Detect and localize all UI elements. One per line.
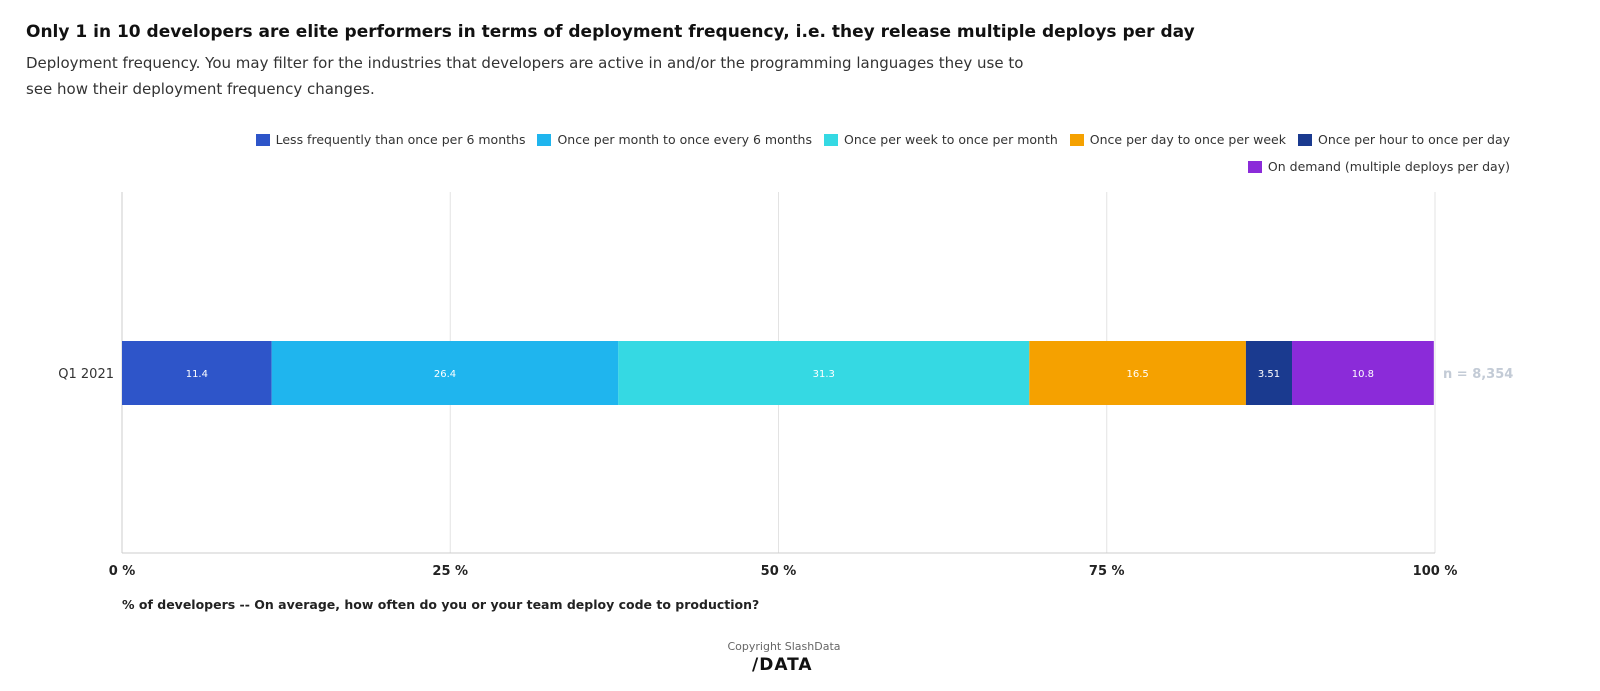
bar-segment (122, 341, 272, 405)
slashdata-logo: /DATA (752, 655, 813, 675)
x-axis-label: % of developers -- On average, how often… (122, 597, 760, 612)
x-tick-label: 25 % (432, 564, 468, 579)
legend-item[interactable]: Less frequently than once per 6 months (255, 132, 526, 147)
legend-item[interactable]: Once per hour to once per day (1298, 132, 1510, 147)
legend: Less frequently than once per 6 months On… (190, 132, 1510, 174)
data-label: 31.3 (813, 369, 835, 380)
bar-segment (1292, 341, 1434, 405)
legend-swatch (255, 133, 270, 146)
data-label: 11.4 (186, 369, 208, 380)
legend-item[interactable]: Once per week to once per month (823, 132, 1058, 147)
data-label: 3.51 (1258, 369, 1280, 380)
bar-segment (618, 341, 1030, 405)
legend-item[interactable]: On demand (multiple deploys per day) (1247, 159, 1510, 174)
legend-label: Once per month to once every 6 months (557, 132, 812, 147)
legend-label: Once per day to once per week (1089, 132, 1286, 147)
legend-swatch (537, 133, 552, 146)
legend-label: Less frequently than once per 6 months (275, 132, 526, 147)
legend-label: On demand (multiple deploys per day) (1267, 159, 1510, 174)
legend-label: Once per week to once per month (843, 132, 1058, 147)
copyright: Copyright SlashData (727, 640, 841, 653)
data-label: 10.8 (1352, 369, 1374, 380)
bar-segment (1245, 341, 1293, 405)
x-tick-label: 75 % (1089, 564, 1125, 579)
legend-label: Once per hour to once per day (1318, 132, 1510, 147)
legend-item[interactable]: Once per day to once per week (1069, 132, 1286, 147)
x-tick-label: 0 % (109, 564, 136, 579)
bar-segment (271, 341, 619, 405)
legend-swatch (1298, 133, 1312, 146)
legend-item[interactable]: Once per month to once every 6 months (537, 132, 812, 147)
chart-title: Only 1 in 10 developers are elite perfor… (26, 22, 1195, 42)
sample-size-annotation: n = 8,354 (1443, 367, 1513, 382)
x-tick-label: 100 % (1413, 564, 1458, 579)
legend-swatch (1247, 160, 1262, 173)
legend-swatch (1069, 133, 1084, 146)
data-label: 16.5 (1126, 369, 1148, 380)
y-category-label: Q1 2021 (58, 367, 114, 382)
legend-swatch (823, 133, 838, 146)
data-label: 26.4 (434, 369, 456, 380)
chart-subtitle: Deployment frequency. You may filter for… (26, 54, 1024, 98)
bar-segment (1029, 341, 1246, 405)
x-tick-label: 50 % (761, 564, 797, 579)
